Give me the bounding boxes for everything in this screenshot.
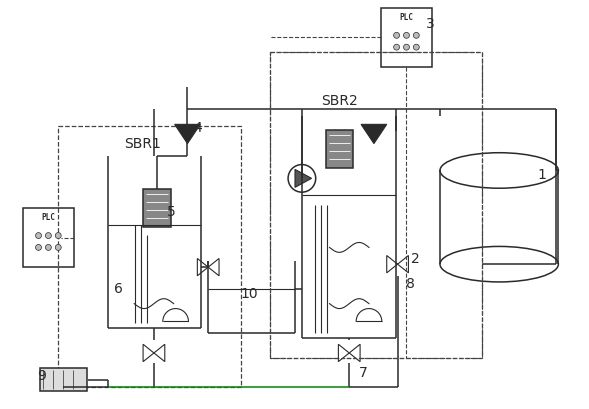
- Circle shape: [403, 44, 409, 50]
- Text: 3: 3: [426, 18, 435, 31]
- Polygon shape: [175, 124, 200, 144]
- Text: 5: 5: [167, 205, 176, 219]
- Circle shape: [35, 233, 41, 238]
- Circle shape: [35, 245, 41, 250]
- Bar: [326, 130, 353, 168]
- Text: PLC: PLC: [41, 213, 55, 222]
- Bar: [39, 368, 87, 391]
- Text: PLC: PLC: [399, 13, 413, 22]
- Polygon shape: [361, 124, 387, 144]
- Text: SBR2: SBR2: [321, 94, 358, 108]
- Polygon shape: [349, 344, 360, 362]
- Text: 6: 6: [114, 282, 123, 296]
- Polygon shape: [398, 256, 408, 273]
- Bar: [58, 126, 241, 387]
- Polygon shape: [339, 344, 349, 362]
- Text: 4: 4: [193, 121, 201, 135]
- Circle shape: [413, 44, 419, 50]
- Circle shape: [55, 245, 61, 250]
- Polygon shape: [295, 169, 312, 187]
- Bar: [143, 189, 171, 227]
- Circle shape: [413, 32, 419, 38]
- Circle shape: [393, 44, 399, 50]
- Circle shape: [55, 233, 61, 238]
- Circle shape: [45, 245, 51, 250]
- Polygon shape: [387, 256, 398, 273]
- Bar: [381, 8, 432, 67]
- Text: 9: 9: [37, 369, 46, 383]
- Circle shape: [45, 233, 51, 238]
- Circle shape: [393, 32, 399, 38]
- Text: 10: 10: [241, 287, 259, 301]
- Text: 2: 2: [411, 252, 420, 266]
- Polygon shape: [208, 258, 219, 276]
- Bar: [23, 208, 74, 267]
- Polygon shape: [154, 344, 165, 362]
- Text: 8: 8: [406, 277, 415, 291]
- Bar: [270, 52, 482, 358]
- Polygon shape: [197, 258, 208, 276]
- Circle shape: [403, 32, 409, 38]
- Text: 7: 7: [359, 366, 368, 380]
- Text: SBR1: SBR1: [124, 137, 161, 151]
- Polygon shape: [143, 344, 154, 362]
- Text: 1: 1: [537, 169, 546, 182]
